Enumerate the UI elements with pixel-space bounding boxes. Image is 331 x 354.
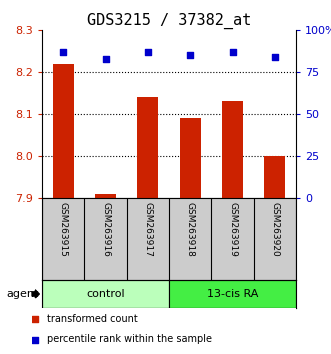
Point bbox=[145, 49, 151, 55]
Text: agent: agent bbox=[6, 289, 39, 299]
Bar bbox=[264, 156, 285, 198]
Text: control: control bbox=[86, 289, 125, 299]
Point bbox=[230, 49, 235, 55]
Text: percentile rank within the sample: percentile rank within the sample bbox=[47, 335, 212, 344]
Bar bbox=[222, 101, 243, 198]
Bar bbox=[95, 194, 116, 198]
Point bbox=[188, 52, 193, 58]
Point bbox=[61, 49, 66, 55]
Bar bbox=[137, 97, 159, 198]
Point bbox=[103, 56, 108, 61]
Text: GSM263915: GSM263915 bbox=[59, 202, 68, 257]
Bar bbox=[53, 64, 74, 198]
Text: GSM263920: GSM263920 bbox=[270, 202, 279, 257]
Text: GSM263917: GSM263917 bbox=[143, 202, 152, 257]
Text: 13-cis RA: 13-cis RA bbox=[207, 289, 258, 299]
Point bbox=[272, 54, 277, 60]
Point bbox=[32, 337, 37, 342]
Bar bbox=[42, 280, 169, 308]
Text: transformed count: transformed count bbox=[47, 314, 137, 324]
Bar bbox=[180, 118, 201, 198]
Point bbox=[32, 316, 37, 321]
Bar bbox=[169, 280, 296, 308]
Text: GSM263919: GSM263919 bbox=[228, 202, 237, 257]
Title: GDS3215 / 37382_at: GDS3215 / 37382_at bbox=[87, 12, 251, 29]
Text: GSM263918: GSM263918 bbox=[186, 202, 195, 257]
Text: GSM263916: GSM263916 bbox=[101, 202, 110, 257]
